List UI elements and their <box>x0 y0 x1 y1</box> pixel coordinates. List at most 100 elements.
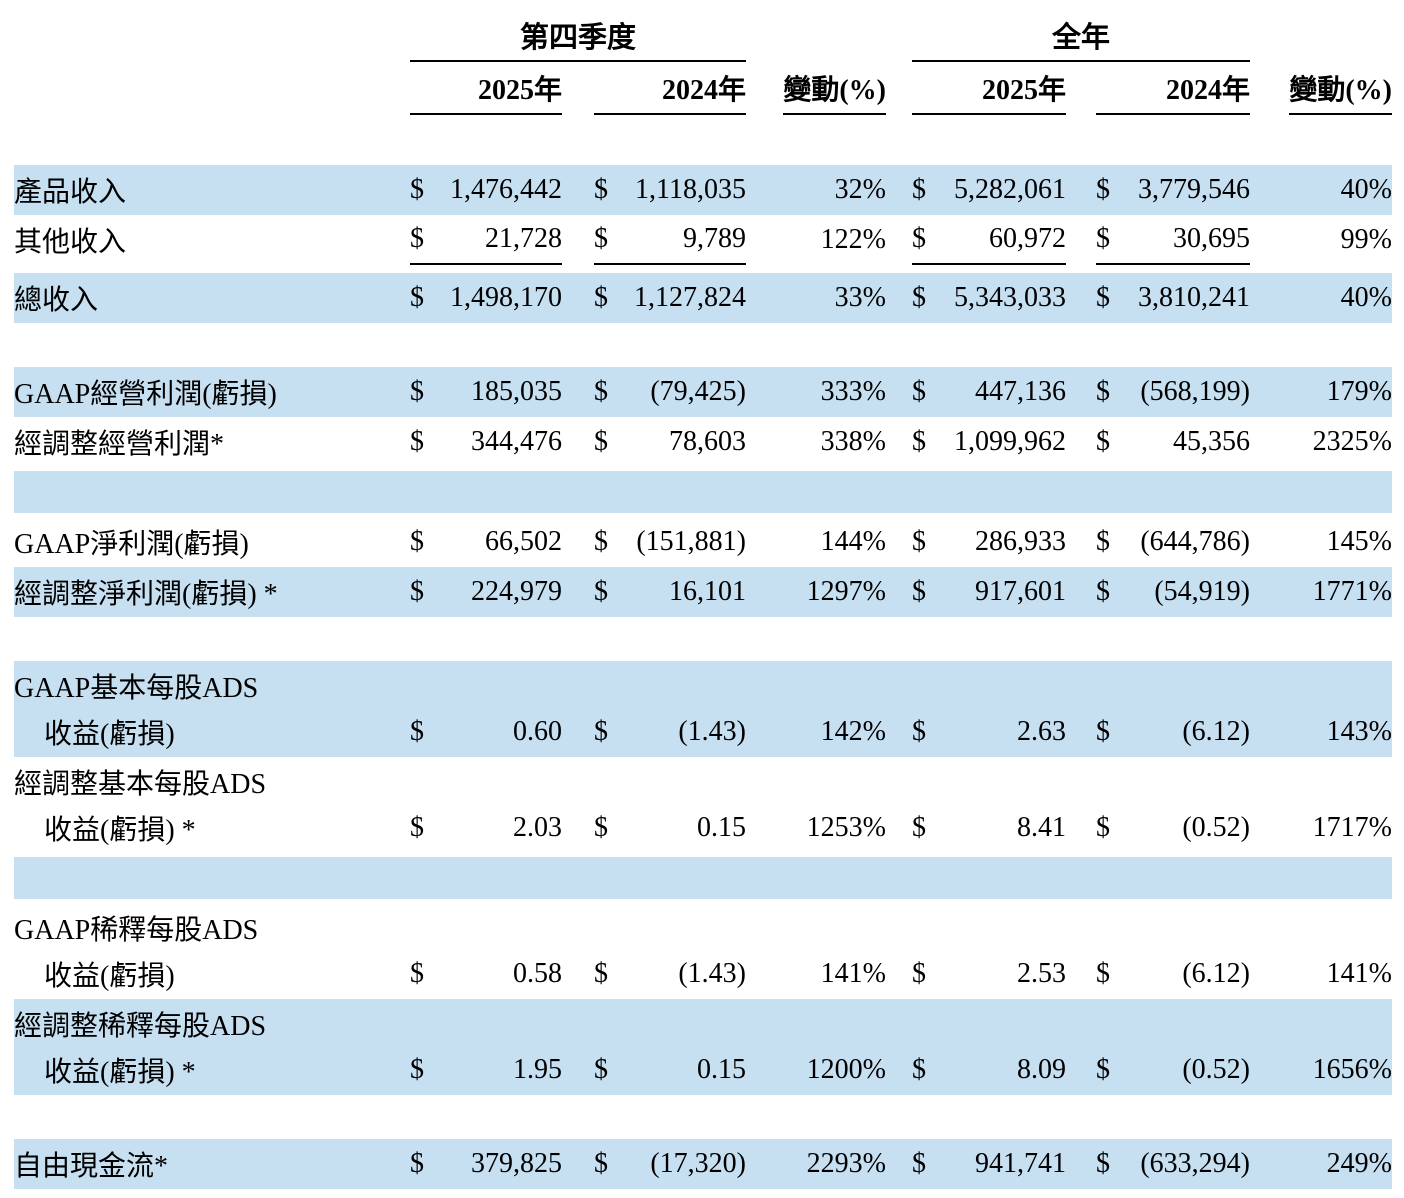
section-gap <box>14 617 1392 661</box>
value-q4-change: 1200% <box>806 1054 886 1085</box>
value-q4-change: 2293% <box>806 1148 886 1179</box>
value-q4-2025: 2.03 <box>513 812 562 843</box>
value-q4-change: 333% <box>820 376 886 407</box>
row-label-line1: GAAP稀釋每股ADS <box>14 915 259 946</box>
table-row-values: 總收入 $1,498,170 $1,127,824 33% $5,343,033 $3,8… <box>14 273 1392 323</box>
currency-symbol: $ <box>410 526 424 557</box>
section-gap <box>14 323 1392 367</box>
value-q4-change: 122% <box>820 224 886 255</box>
value-fy-2024: (54,919) <box>1154 576 1250 607</box>
value-fy-change: 99% <box>1340 224 1392 255</box>
currency-symbol: $ <box>410 376 424 407</box>
currency-symbol: $ <box>594 576 608 607</box>
table-row-values: 收益(虧損) $0.60 $ (1.43) 142% $2.63 $ (6.12) 143% <box>14 707 1392 757</box>
value-fy-2025: 917,601 <box>975 576 1066 607</box>
column-spacer <box>562 215 594 265</box>
column-spacer <box>886 949 912 999</box>
table-row-values: GAAP淨利潤(虧損) $66,502 $ (151,881) 144% $286,933… <box>14 517 1392 567</box>
header-col-fy-2024-label: 2024年 <box>1165 75 1250 106</box>
column-spacer <box>886 1045 912 1095</box>
value-fy-2024: (6.12) <box>1182 716 1250 747</box>
header-col-q4-2025: 2025年 <box>410 58 562 115</box>
value-fy-2024: 45,356 <box>1173 426 1250 457</box>
row-label-line1: 經調整基本每股ADS <box>14 769 267 800</box>
table-row: 經調整經營利潤* $344,476 $78,603 338% $1,099,962 $45… <box>14 417 1392 467</box>
currency-symbol: $ <box>912 376 926 407</box>
table-row: 經調整基本每股ADS 收益(虧損) * $2.03 $0.15 1253% $8.41 $ (… <box>14 757 1392 853</box>
table-row-values: 收益(虧損) * $2.03 $0.15 1253% $8.41 $ (0.52) 1717% <box>14 803 1392 853</box>
column-spacer <box>886 707 912 757</box>
value-fy-2024: 30,695 <box>1120 215 1250 265</box>
value-fy-2024: (6.12) <box>1182 958 1250 989</box>
row-label: 總收入 <box>14 285 99 316</box>
currency-symbol: $ <box>594 1054 608 1085</box>
table-body: 產品收入 $1,476,442 $1,118,035 32% $5,282,061 $3,… <box>14 165 1392 1189</box>
currency-symbol: $ <box>912 174 926 205</box>
value-q4-2025: 21,728 <box>434 215 562 265</box>
value-fy-2025: 5,282,061 <box>954 174 1066 205</box>
column-spacer <box>1066 165 1096 215</box>
value-fy-change: 141% <box>1326 958 1392 989</box>
table-row: GAAP稀釋每股ADS 收益(虧損) $0.58 $ (1.43) 141% $2.53 $ (… <box>14 903 1392 999</box>
value-fy-2024: (568,199) <box>1140 376 1250 407</box>
currency-symbol: $ <box>912 576 926 607</box>
value-fy-2025: 1,099,962 <box>954 426 1066 457</box>
header-col-q4-change-label: 變動(%) <box>783 68 886 115</box>
currency-symbol: $ <box>912 716 926 747</box>
column-spacer <box>562 417 594 467</box>
currency-symbol: $ <box>594 215 618 265</box>
row-label: 收益(虧損) <box>44 719 175 750</box>
value-q4-2025: 1,476,442 <box>450 174 562 205</box>
currency-symbol: $ <box>594 426 608 457</box>
value-fy-2025: 8.09 <box>1017 1054 1066 1085</box>
header-col-fy-2025-label: 2025年 <box>981 75 1066 106</box>
value-q4-2025: 0.60 <box>513 716 562 747</box>
value-fy-2025: 941,741 <box>975 1148 1066 1179</box>
value-fy-2025: 60,972 <box>936 215 1066 265</box>
column-spacer <box>562 707 594 757</box>
column-spacer <box>1066 517 1096 567</box>
row-label: 其他收入 <box>14 227 127 258</box>
value-q4-2024: 9,789 <box>618 215 746 265</box>
blue-band-spacer <box>14 471 1392 513</box>
header-col-q4-change: 變動(%) <box>746 58 886 115</box>
currency-symbol: $ <box>594 812 608 843</box>
header-col-fy-change: 變動(%) <box>1250 58 1392 115</box>
column-spacer <box>562 1139 594 1189</box>
currency-symbol: $ <box>912 958 926 989</box>
header-col-q4-2024-label: 2024年 <box>661 75 746 106</box>
currency-symbol: $ <box>912 1054 926 1085</box>
column-spacer <box>886 517 912 567</box>
currency-symbol: $ <box>1096 426 1110 457</box>
column-spacer <box>562 949 594 999</box>
currency-symbol: $ <box>1096 958 1110 989</box>
row-label: 產品收入 <box>14 177 127 208</box>
table-row-values: 其他收入 $21,728 $9,789 122% $60,972 $30,695 99% <box>14 215 1392 265</box>
value-q4-2025: 224,979 <box>471 576 562 607</box>
value-fy-change: 249% <box>1326 1148 1392 1179</box>
column-spacer <box>562 367 594 417</box>
table-row: 總收入 $1,498,170 $1,127,824 33% $5,343,033 $3,8… <box>14 273 1392 323</box>
value-fy-2025: 5,343,033 <box>954 282 1066 313</box>
value-q4-2025: 185,035 <box>471 376 562 407</box>
currency-symbol: $ <box>594 1148 608 1179</box>
header-col-fy-2024: 2024年 <box>1096 58 1250 115</box>
column-spacer <box>562 567 594 617</box>
currency-symbol: $ <box>594 174 608 205</box>
header-group-fy-label: 全年 <box>1051 22 1110 54</box>
value-fy-2025: 447,136 <box>975 376 1066 407</box>
header-group-fy: 全年 <box>912 14 1250 62</box>
value-fy-2024: 3,779,546 <box>1138 174 1250 205</box>
header-col-q4-2025-label: 2025年 <box>477 75 562 106</box>
table-row-values: 收益(虧損) * $1.95 $0.15 1200% $8.09 $ (0.52) 1656% <box>14 1045 1392 1095</box>
currency-symbol: $ <box>410 1148 424 1179</box>
value-q4-2024: 0.15 <box>697 1054 746 1085</box>
value-q4-2024: (17,320) <box>650 1148 746 1179</box>
value-q4-2024: (79,425) <box>650 376 746 407</box>
row-label: 經調整淨利潤(虧損) * <box>14 579 278 610</box>
value-fy-change: 40% <box>1340 174 1392 205</box>
column-spacer <box>1066 1139 1096 1189</box>
row-label: 收益(虧損) <box>44 961 175 992</box>
table-row-values: 經調整經營利潤* $344,476 $78,603 338% $1,099,962 $45… <box>14 417 1392 467</box>
